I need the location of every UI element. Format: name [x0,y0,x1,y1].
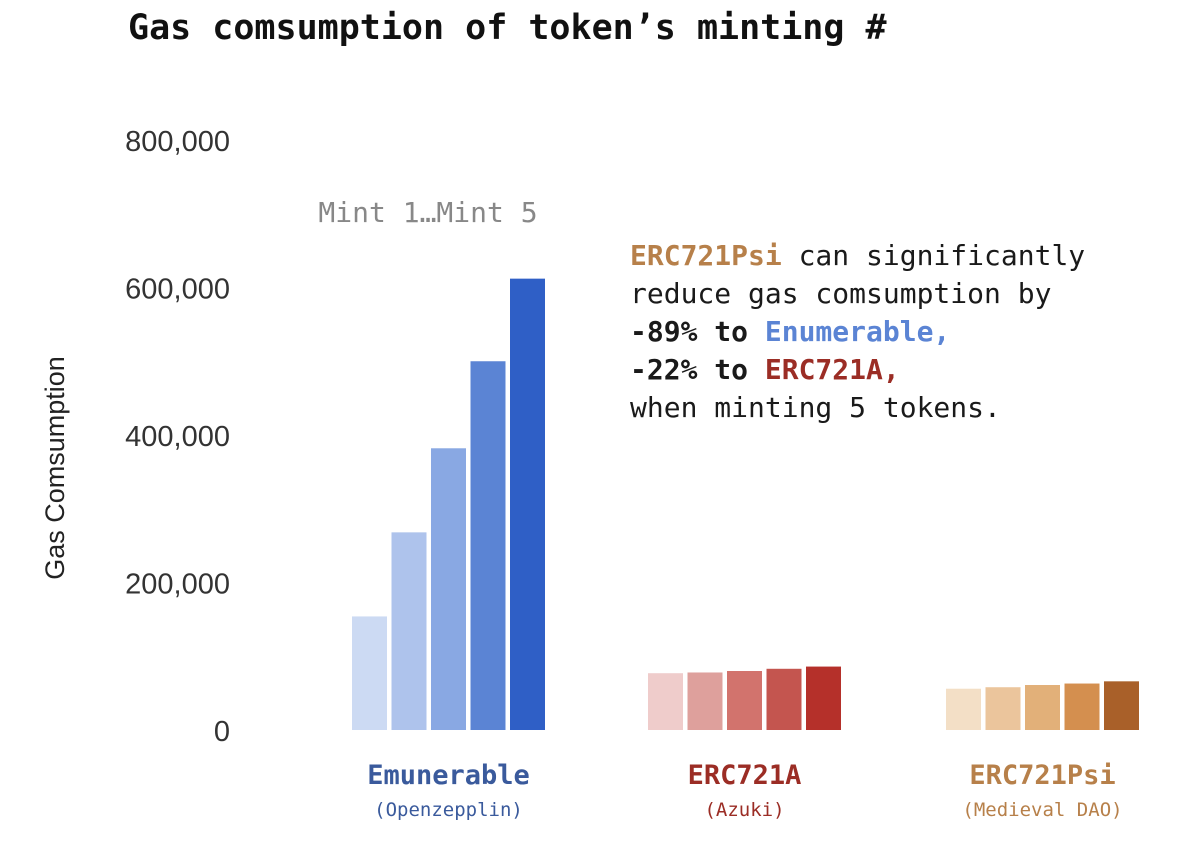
annotation-line-3: -89% to Enumerable, [630,313,1085,351]
group-label: ERC721A [688,760,802,791]
bar [352,616,387,730]
group-label: Emunerable [367,760,530,791]
series-label: Mint 1…Mint 5 [318,196,537,229]
bar [687,672,723,730]
bar [985,687,1021,730]
bar [470,361,506,730]
y-tick-label: 400,000 [125,421,230,453]
y-tick-label: 800,000 [125,126,230,158]
bar [766,668,802,730]
bar [1064,683,1100,730]
annotation-psi-highlight: ERC721Psi [630,239,782,272]
bar [946,688,981,730]
y-tick-label: 600,000 [125,274,230,306]
annotation-line-4: -22% to ERC721A, [630,351,1085,389]
bar [1025,685,1060,730]
bar [727,671,762,730]
bar [648,673,683,730]
annotation-erc721a-highlight: ERC721A, [764,353,900,386]
bar [1104,681,1139,730]
group-label: ERC721Psi [969,760,1115,791]
y-axis-label: Gas Comsumption [40,356,70,580]
annotation-line-1-rest: can significantly [781,239,1086,272]
annotation-line-3-prefix: -89% to [630,315,765,348]
annotation-line-2: reduce gas comsumption by [630,277,1052,310]
chart-title: Gas comsumption of token’s minting # [128,8,887,48]
annotation-line-4-prefix: -22% to [630,353,765,386]
bar [806,666,841,730]
annotation-text: ERC721Psi can significantly reduce gas c… [630,237,1085,427]
bar [510,278,545,730]
group-sublabel: (Openzepplin) [374,799,523,821]
annotation-enumerable-highlight: Enumerable, [764,315,951,348]
y-tick-label: 200,000 [125,569,230,601]
annotation-line-5: when minting 5 tokens. [630,391,1001,424]
group-sublabel: (Medieval DAO) [962,799,1122,821]
annotation-line-1: ERC721Psi can significantly [630,237,1085,275]
y-tick-label: 0 [214,716,230,748]
group-sublabel: (Azuki) [704,799,784,821]
bar [391,532,427,730]
bar [431,448,466,730]
